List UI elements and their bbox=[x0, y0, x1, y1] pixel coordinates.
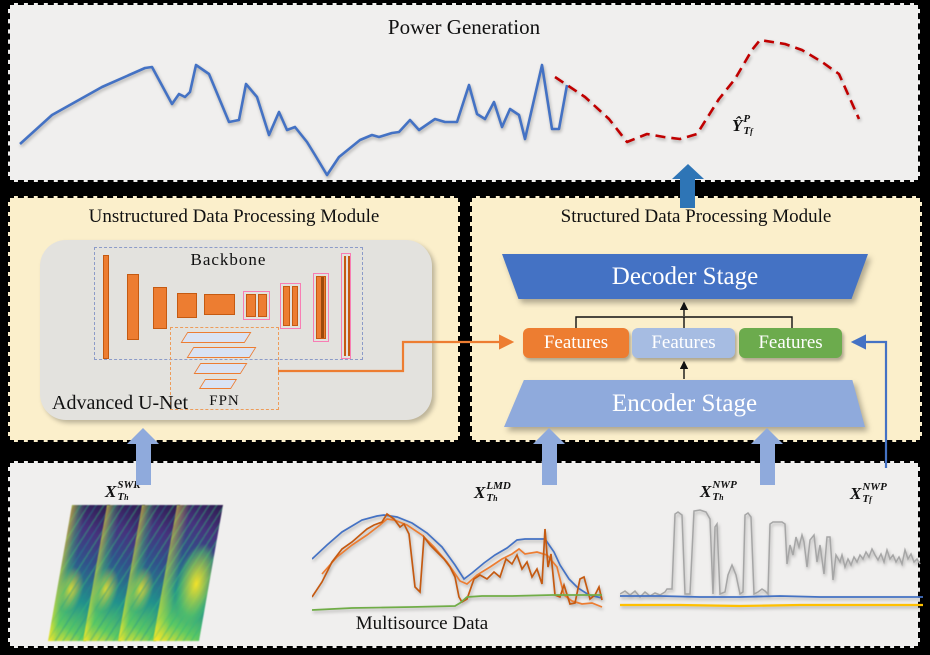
fpn-level bbox=[198, 379, 238, 389]
feature-box-encoder: Features bbox=[632, 328, 735, 358]
power-generation-title: Power Generation bbox=[387, 15, 541, 39]
predicted-power-line bbox=[554, 38, 861, 144]
structured-module-title: Structured Data Processing Module bbox=[560, 206, 832, 227]
advanced-unet-label: Advanced U-Net bbox=[52, 392, 189, 414]
unstructured-module-title: Unstructured Data Processing Module bbox=[88, 206, 380, 227]
nwp-gray-line bbox=[620, 509, 921, 599]
power-generation-panel: Power Generation Ŷ P Tf bbox=[8, 3, 920, 182]
decoder-stage-label: Decoder Stage bbox=[611, 262, 759, 290]
feature-bracket-line bbox=[575, 316, 793, 328]
unet-skip-block bbox=[243, 291, 270, 320]
observed-power-line bbox=[19, 63, 569, 177]
unet-bar bbox=[153, 287, 167, 329]
unet-bar bbox=[127, 274, 139, 340]
nwp-history-input-label: X NWP Th bbox=[700, 479, 737, 503]
feature-box-nwp: Features bbox=[739, 328, 842, 358]
swr-to-unet-arrow-icon bbox=[127, 428, 159, 485]
lmd-chart bbox=[312, 512, 603, 611]
nwp-yellow-line bbox=[620, 603, 923, 608]
encoder-stage: Encoder Stage bbox=[504, 380, 865, 427]
lmd-blue-line bbox=[312, 514, 603, 599]
advanced-unet-container: Backbone FPN bbox=[40, 240, 432, 420]
encoder-stage-label: Encoder Stage bbox=[611, 389, 758, 417]
lmd-orange-line bbox=[321, 518, 603, 608]
unet-bar bbox=[103, 255, 109, 359]
nwp-to-encoder-arrow-icon bbox=[751, 428, 783, 485]
decoder-stage: Decoder Stage bbox=[502, 254, 868, 299]
fpn-level bbox=[180, 332, 252, 343]
unet-bar bbox=[177, 293, 197, 318]
nwp-forecast-input-label: X NWP Tf bbox=[850, 481, 887, 505]
fpn-level bbox=[186, 347, 257, 358]
nwp-blue-line bbox=[620, 595, 923, 598]
multisource-data-panel: X SWR Th X LMD Th Multisource Data X NWP… bbox=[8, 461, 923, 648]
unet-bar bbox=[204, 294, 235, 315]
lmd-to-encoder-arrow-icon bbox=[533, 428, 565, 485]
fpn-level bbox=[193, 363, 248, 374]
backbone-region bbox=[94, 247, 363, 360]
unet-skip-block bbox=[280, 283, 301, 329]
unet-skip-block bbox=[341, 253, 351, 359]
decoder-to-power-arrow-icon bbox=[671, 164, 704, 208]
nwp-chart bbox=[620, 509, 923, 608]
lmd-green-line bbox=[312, 594, 602, 611]
lmd-input-label: X LMD Th bbox=[474, 480, 511, 504]
multisource-data-caption: Multisource Data bbox=[355, 613, 489, 634]
unet-skip-block bbox=[313, 273, 329, 342]
swr-input-label: X SWR Th bbox=[105, 479, 141, 503]
lmd-brown-line bbox=[312, 512, 603, 605]
power-generation-chart bbox=[19, 38, 861, 177]
fpn-label: FPN bbox=[209, 393, 240, 409]
unstructured-module-panel: Unstructured Data Processing Module Back… bbox=[8, 196, 460, 442]
structured-module-panel: Structured Data Processing Module Decode… bbox=[470, 196, 922, 442]
prediction-output-label: Ŷ P Tf bbox=[732, 113, 753, 137]
feature-box-unstructured: Features bbox=[523, 328, 629, 358]
backbone-label: Backbone bbox=[190, 250, 267, 269]
